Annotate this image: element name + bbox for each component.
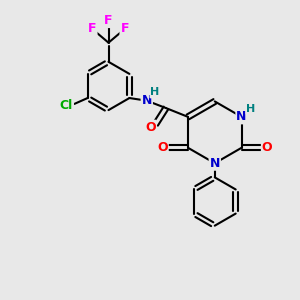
Text: O: O [157,141,168,154]
Text: Cl: Cl [60,99,73,112]
Text: N: N [210,157,220,170]
Text: H: H [246,103,256,114]
Text: H: H [150,87,160,98]
Text: O: O [262,141,272,154]
Text: F: F [88,22,97,35]
Text: F: F [120,22,129,35]
Text: N: N [236,110,247,123]
Text: F: F [104,14,113,27]
Text: O: O [145,121,156,134]
Text: N: N [142,94,152,107]
